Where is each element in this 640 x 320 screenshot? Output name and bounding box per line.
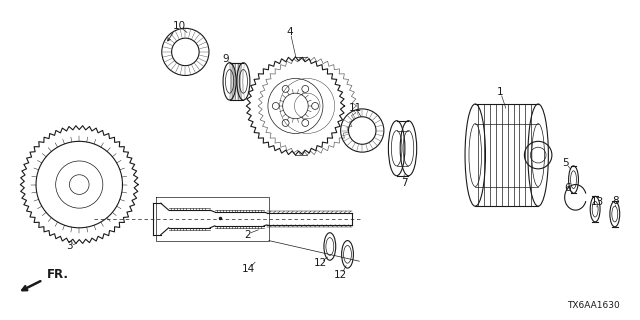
Text: 4: 4: [286, 27, 293, 37]
Text: 9: 9: [222, 54, 229, 64]
Text: 5: 5: [563, 158, 569, 168]
Text: 11: 11: [349, 103, 362, 113]
Text: 3: 3: [66, 242, 73, 252]
Text: 12: 12: [314, 258, 326, 268]
Text: 6: 6: [564, 182, 571, 193]
Text: 8: 8: [612, 196, 619, 206]
Text: 1: 1: [497, 87, 503, 97]
Text: 13: 13: [591, 197, 604, 207]
Text: TX6AA1630: TX6AA1630: [567, 301, 620, 310]
Text: 7: 7: [401, 178, 408, 188]
Text: 12: 12: [334, 270, 348, 280]
Text: 2: 2: [244, 230, 251, 240]
Text: 14: 14: [242, 264, 255, 274]
Text: 10: 10: [173, 21, 186, 31]
Text: FR.: FR.: [47, 268, 69, 281]
